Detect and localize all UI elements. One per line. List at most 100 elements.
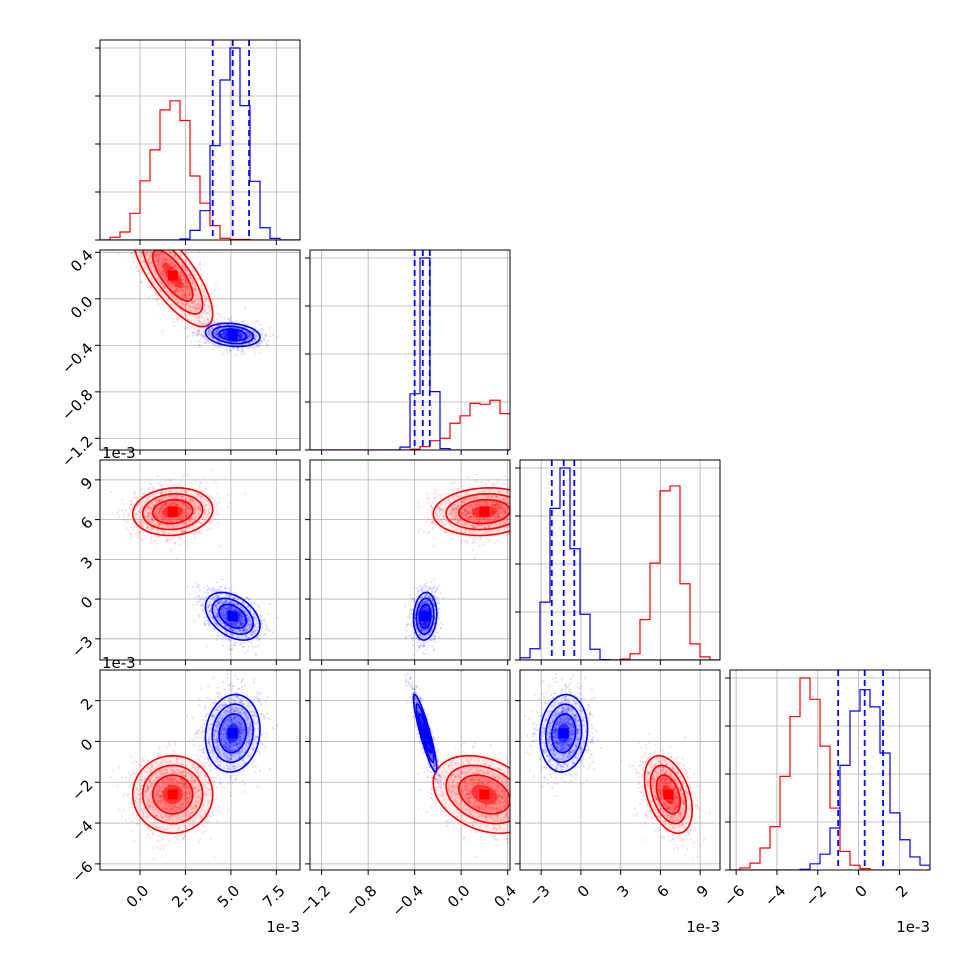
scatter-point [221, 614, 224, 617]
scatter-point [156, 259, 159, 262]
scatter-point [181, 502, 184, 505]
scatter-point [171, 495, 174, 498]
scatter-point [239, 614, 242, 617]
scatter-point [176, 496, 180, 500]
scatter-point [157, 521, 160, 525]
scatter-point [219, 315, 222, 318]
scatter-point [214, 332, 217, 335]
scatter-point [149, 542, 152, 545]
scatter-point [239, 619, 242, 622]
scatter-point [222, 331, 225, 334]
scatter-point [239, 612, 242, 615]
scatter-point [236, 622, 239, 625]
scatter-point [159, 508, 162, 511]
scatter-point [227, 622, 230, 625]
scatter-point [184, 276, 187, 279]
scatter-point [224, 630, 227, 633]
scatter-point [159, 500, 162, 503]
scatter-point [186, 281, 189, 285]
scatter-point [229, 316, 232, 319]
scatter-point [157, 499, 161, 503]
scatter-point [168, 502, 171, 505]
scatter-point [251, 330, 254, 333]
scatter-point [249, 334, 252, 338]
scatter-point [203, 341, 207, 345]
scatter-point [192, 302, 196, 305]
scatter-point [158, 289, 161, 292]
scatter-point [172, 263, 175, 267]
scatter-series-0 [117, 209, 247, 343]
scatter-point [149, 210, 151, 212]
scatter-point [121, 209, 123, 211]
scatter-point [217, 601, 220, 604]
scatter-point [240, 619, 243, 622]
scatter-point [154, 247, 156, 249]
scatter-point [162, 273, 165, 276]
scatter-point [237, 331, 240, 334]
scatter-point [219, 600, 223, 603]
scatter-point [256, 334, 259, 338]
scatter-point [198, 481, 202, 484]
scatter-point [171, 519, 174, 523]
scatter-point [216, 328, 219, 331]
scatter-point [200, 603, 203, 607]
scatter-point [184, 511, 187, 514]
scatter-point [157, 513, 160, 516]
scatter-point [215, 505, 219, 509]
scatter-point [248, 615, 251, 619]
scatter-point [210, 335, 214, 338]
scatter-point [202, 289, 205, 293]
scatter-point [175, 503, 178, 507]
scatter-point [162, 530, 165, 534]
scatter-point [189, 501, 193, 504]
scatter-point [212, 589, 216, 593]
scatter-point [219, 619, 222, 622]
scatter-point [159, 225, 161, 227]
scatter-point [225, 335, 229, 339]
scatter-point [130, 251, 133, 255]
scatter-point [184, 278, 187, 281]
scatter-point [158, 280, 161, 283]
scatter-point [176, 293, 179, 296]
scatter-point [194, 503, 197, 506]
scatter-point [200, 597, 203, 600]
scatter-point [205, 285, 209, 288]
scatter-point [150, 517, 154, 520]
scatter-point [161, 233, 163, 235]
scatter-point [171, 494, 174, 497]
scatter-point [161, 506, 164, 509]
scatter-point [257, 625, 260, 629]
scatter-point [156, 514, 160, 518]
scatter-point [182, 512, 185, 515]
scatter-point [198, 326, 201, 329]
scatter-point [186, 527, 189, 530]
scatter-point [188, 497, 191, 500]
scatter-point [248, 342, 252, 345]
scatter-point [226, 625, 229, 628]
scatter-point [175, 256, 178, 259]
scatter-point [161, 284, 164, 287]
scatter-point [197, 333, 200, 336]
scatter-point [216, 615, 219, 618]
scatter-point [160, 507, 163, 511]
scatter-point [158, 509, 161, 512]
scatter-point [224, 624, 227, 628]
scatter-point [150, 528, 153, 532]
scatter-point [216, 340, 220, 343]
scatter-point [163, 258, 167, 261]
scatter-point [180, 296, 183, 299]
scatter-point [191, 283, 194, 286]
scatter-point [191, 334, 194, 337]
scatter-point [234, 640, 237, 644]
scatter-point [231, 602, 234, 605]
scatter-point [259, 619, 263, 622]
scatter-point [243, 617, 246, 620]
scatter-point [155, 531, 159, 534]
scatter-point [157, 234, 159, 236]
scatter-point [252, 331, 255, 334]
scatter-point [183, 522, 186, 525]
scatter-point [204, 504, 208, 507]
scatter-point [183, 281, 186, 285]
scatter-point [212, 588, 215, 591]
scatter-point [239, 335, 243, 338]
